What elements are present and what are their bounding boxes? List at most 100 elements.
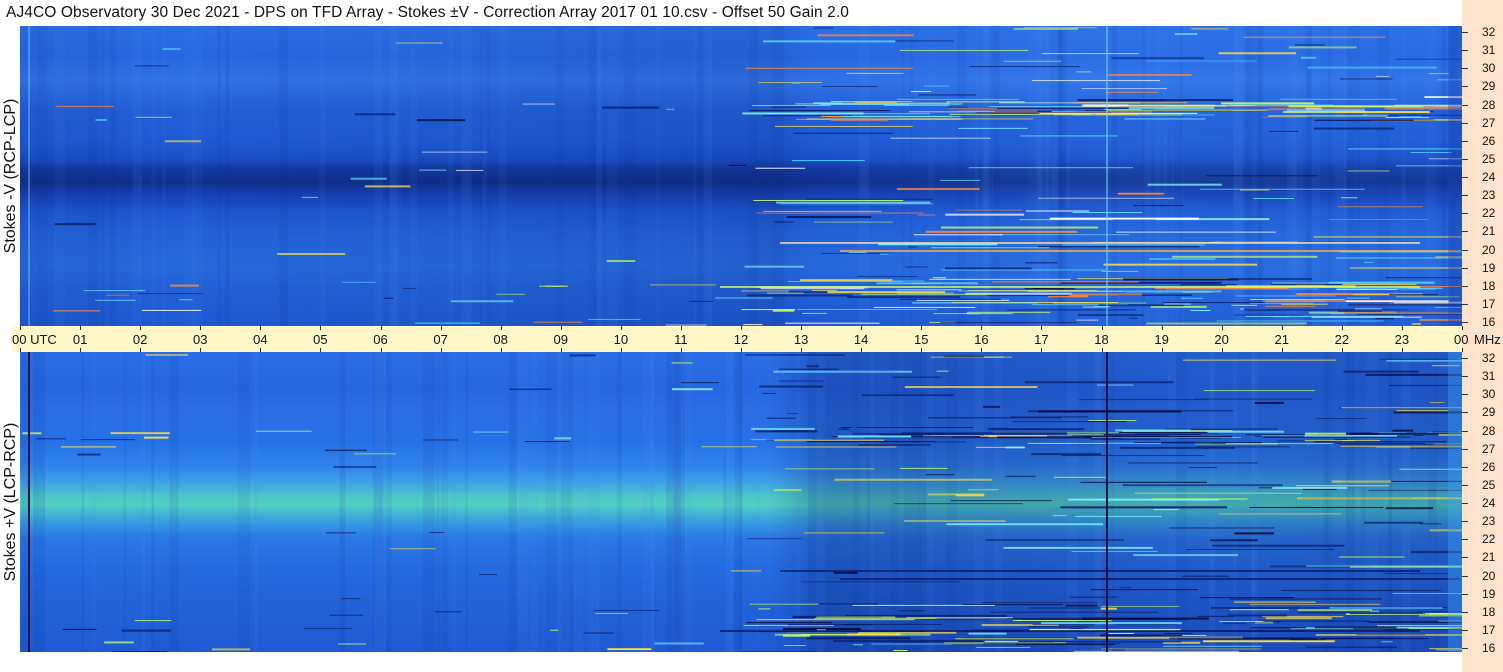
interference-streak bbox=[952, 644, 1115, 646]
interference-streak bbox=[145, 353, 188, 356]
interference-streak bbox=[968, 290, 1097, 292]
freq-label: 22 bbox=[1482, 206, 1496, 221]
column-shade bbox=[1175, 352, 1179, 652]
interference-streak bbox=[817, 34, 914, 37]
interference-streak bbox=[1249, 603, 1381, 605]
side-strip bbox=[1462, 0, 1503, 672]
column-shade bbox=[616, 352, 623, 652]
interference-streak bbox=[871, 643, 1017, 645]
interference-streak bbox=[1262, 616, 1344, 618]
interference-streak bbox=[1397, 286, 1462, 288]
interference-streak bbox=[1345, 300, 1449, 303]
column-shade bbox=[1027, 26, 1034, 326]
interference-streak bbox=[1305, 565, 1462, 567]
interference-streak bbox=[1353, 628, 1409, 630]
interference-streak bbox=[1341, 440, 1355, 442]
interference-streak bbox=[833, 571, 858, 574]
freq-label: 24 bbox=[1482, 496, 1496, 510]
column-shade bbox=[866, 352, 871, 652]
freq-tick bbox=[1462, 122, 1468, 124]
interference-streak bbox=[1120, 587, 1132, 589]
interference-streak bbox=[838, 428, 850, 430]
interference-streak bbox=[479, 574, 498, 576]
interference-streak bbox=[1236, 295, 1336, 297]
interference-streak bbox=[1268, 115, 1388, 117]
interference-streak bbox=[1269, 108, 1365, 111]
interference-streak bbox=[1216, 320, 1384, 322]
interference-streak bbox=[987, 428, 1085, 431]
interference-streak bbox=[1165, 288, 1319, 290]
freq-tick bbox=[1462, 231, 1468, 233]
freq-tick bbox=[1462, 50, 1468, 52]
interference-streak bbox=[1079, 399, 1208, 401]
interference-streak bbox=[1051, 437, 1114, 439]
interference-streak bbox=[814, 221, 893, 223]
interference-streak bbox=[1106, 91, 1159, 93]
time-tick bbox=[1221, 348, 1223, 352]
interference-streak bbox=[822, 85, 879, 87]
interference-streak bbox=[422, 151, 488, 153]
interference-streak bbox=[969, 66, 1081, 68]
time-tick bbox=[680, 326, 682, 330]
column-shade bbox=[1111, 352, 1114, 652]
column-shade bbox=[385, 352, 393, 652]
time-tick bbox=[1462, 326, 1463, 330]
time-tick bbox=[80, 348, 82, 352]
time-tick bbox=[1101, 326, 1103, 330]
interference-streak bbox=[1119, 446, 1235, 449]
interference-streak bbox=[827, 291, 945, 294]
interference-streak bbox=[856, 427, 973, 429]
interference-streak bbox=[890, 137, 991, 139]
column-shade bbox=[1066, 352, 1078, 652]
interference-streak bbox=[1329, 219, 1429, 221]
interference-streak bbox=[1115, 624, 1177, 626]
freq-tick bbox=[1462, 394, 1468, 396]
time-tick bbox=[861, 348, 863, 352]
interference-streak bbox=[583, 632, 614, 634]
interference-streak bbox=[927, 417, 1062, 419]
column-shade bbox=[1057, 26, 1069, 326]
interference-streak bbox=[137, 293, 203, 295]
interference-streak bbox=[1340, 197, 1358, 199]
column-shade bbox=[110, 26, 116, 326]
interference-streak bbox=[774, 221, 794, 223]
interference-streak bbox=[830, 101, 913, 103]
interference-streak bbox=[1249, 507, 1384, 509]
freq-label: 21 bbox=[1482, 550, 1496, 565]
column-shade bbox=[441, 352, 448, 652]
time-tick bbox=[680, 348, 682, 352]
interference-streak bbox=[1286, 109, 1365, 112]
interference-streak bbox=[742, 112, 864, 115]
column-shade bbox=[724, 352, 733, 652]
freq-tick bbox=[1462, 648, 1468, 649]
interference-streak bbox=[1067, 434, 1105, 436]
interference-streak bbox=[395, 42, 444, 44]
interference-streak bbox=[947, 106, 969, 108]
interference-streak bbox=[1031, 453, 1102, 456]
interference-streak bbox=[1419, 614, 1462, 617]
interference-streak bbox=[1363, 521, 1424, 524]
interference-streak bbox=[1381, 641, 1393, 643]
time-label: 14 bbox=[853, 332, 869, 347]
column-shade bbox=[1322, 352, 1328, 652]
time-tick bbox=[981, 348, 983, 352]
interference-streak bbox=[522, 103, 555, 105]
time-tick bbox=[921, 326, 923, 330]
column-shade bbox=[390, 26, 398, 326]
interference-streak bbox=[1276, 440, 1329, 442]
interference-streak bbox=[333, 465, 377, 468]
column-shade bbox=[499, 26, 508, 326]
column-shade bbox=[1343, 26, 1347, 326]
interference-streak bbox=[861, 293, 992, 295]
interference-streak bbox=[1385, 507, 1433, 510]
interference-streak bbox=[1234, 532, 1274, 535]
interference-streak bbox=[908, 246, 917, 248]
interference-streak bbox=[1379, 358, 1456, 360]
interference-streak bbox=[951, 436, 989, 438]
time-tick bbox=[140, 348, 142, 352]
interference-streak bbox=[1114, 634, 1152, 637]
interference-streak bbox=[1438, 433, 1462, 436]
column-shade bbox=[561, 352, 573, 652]
interference-streak bbox=[728, 164, 746, 166]
interference-streak bbox=[1223, 623, 1247, 625]
